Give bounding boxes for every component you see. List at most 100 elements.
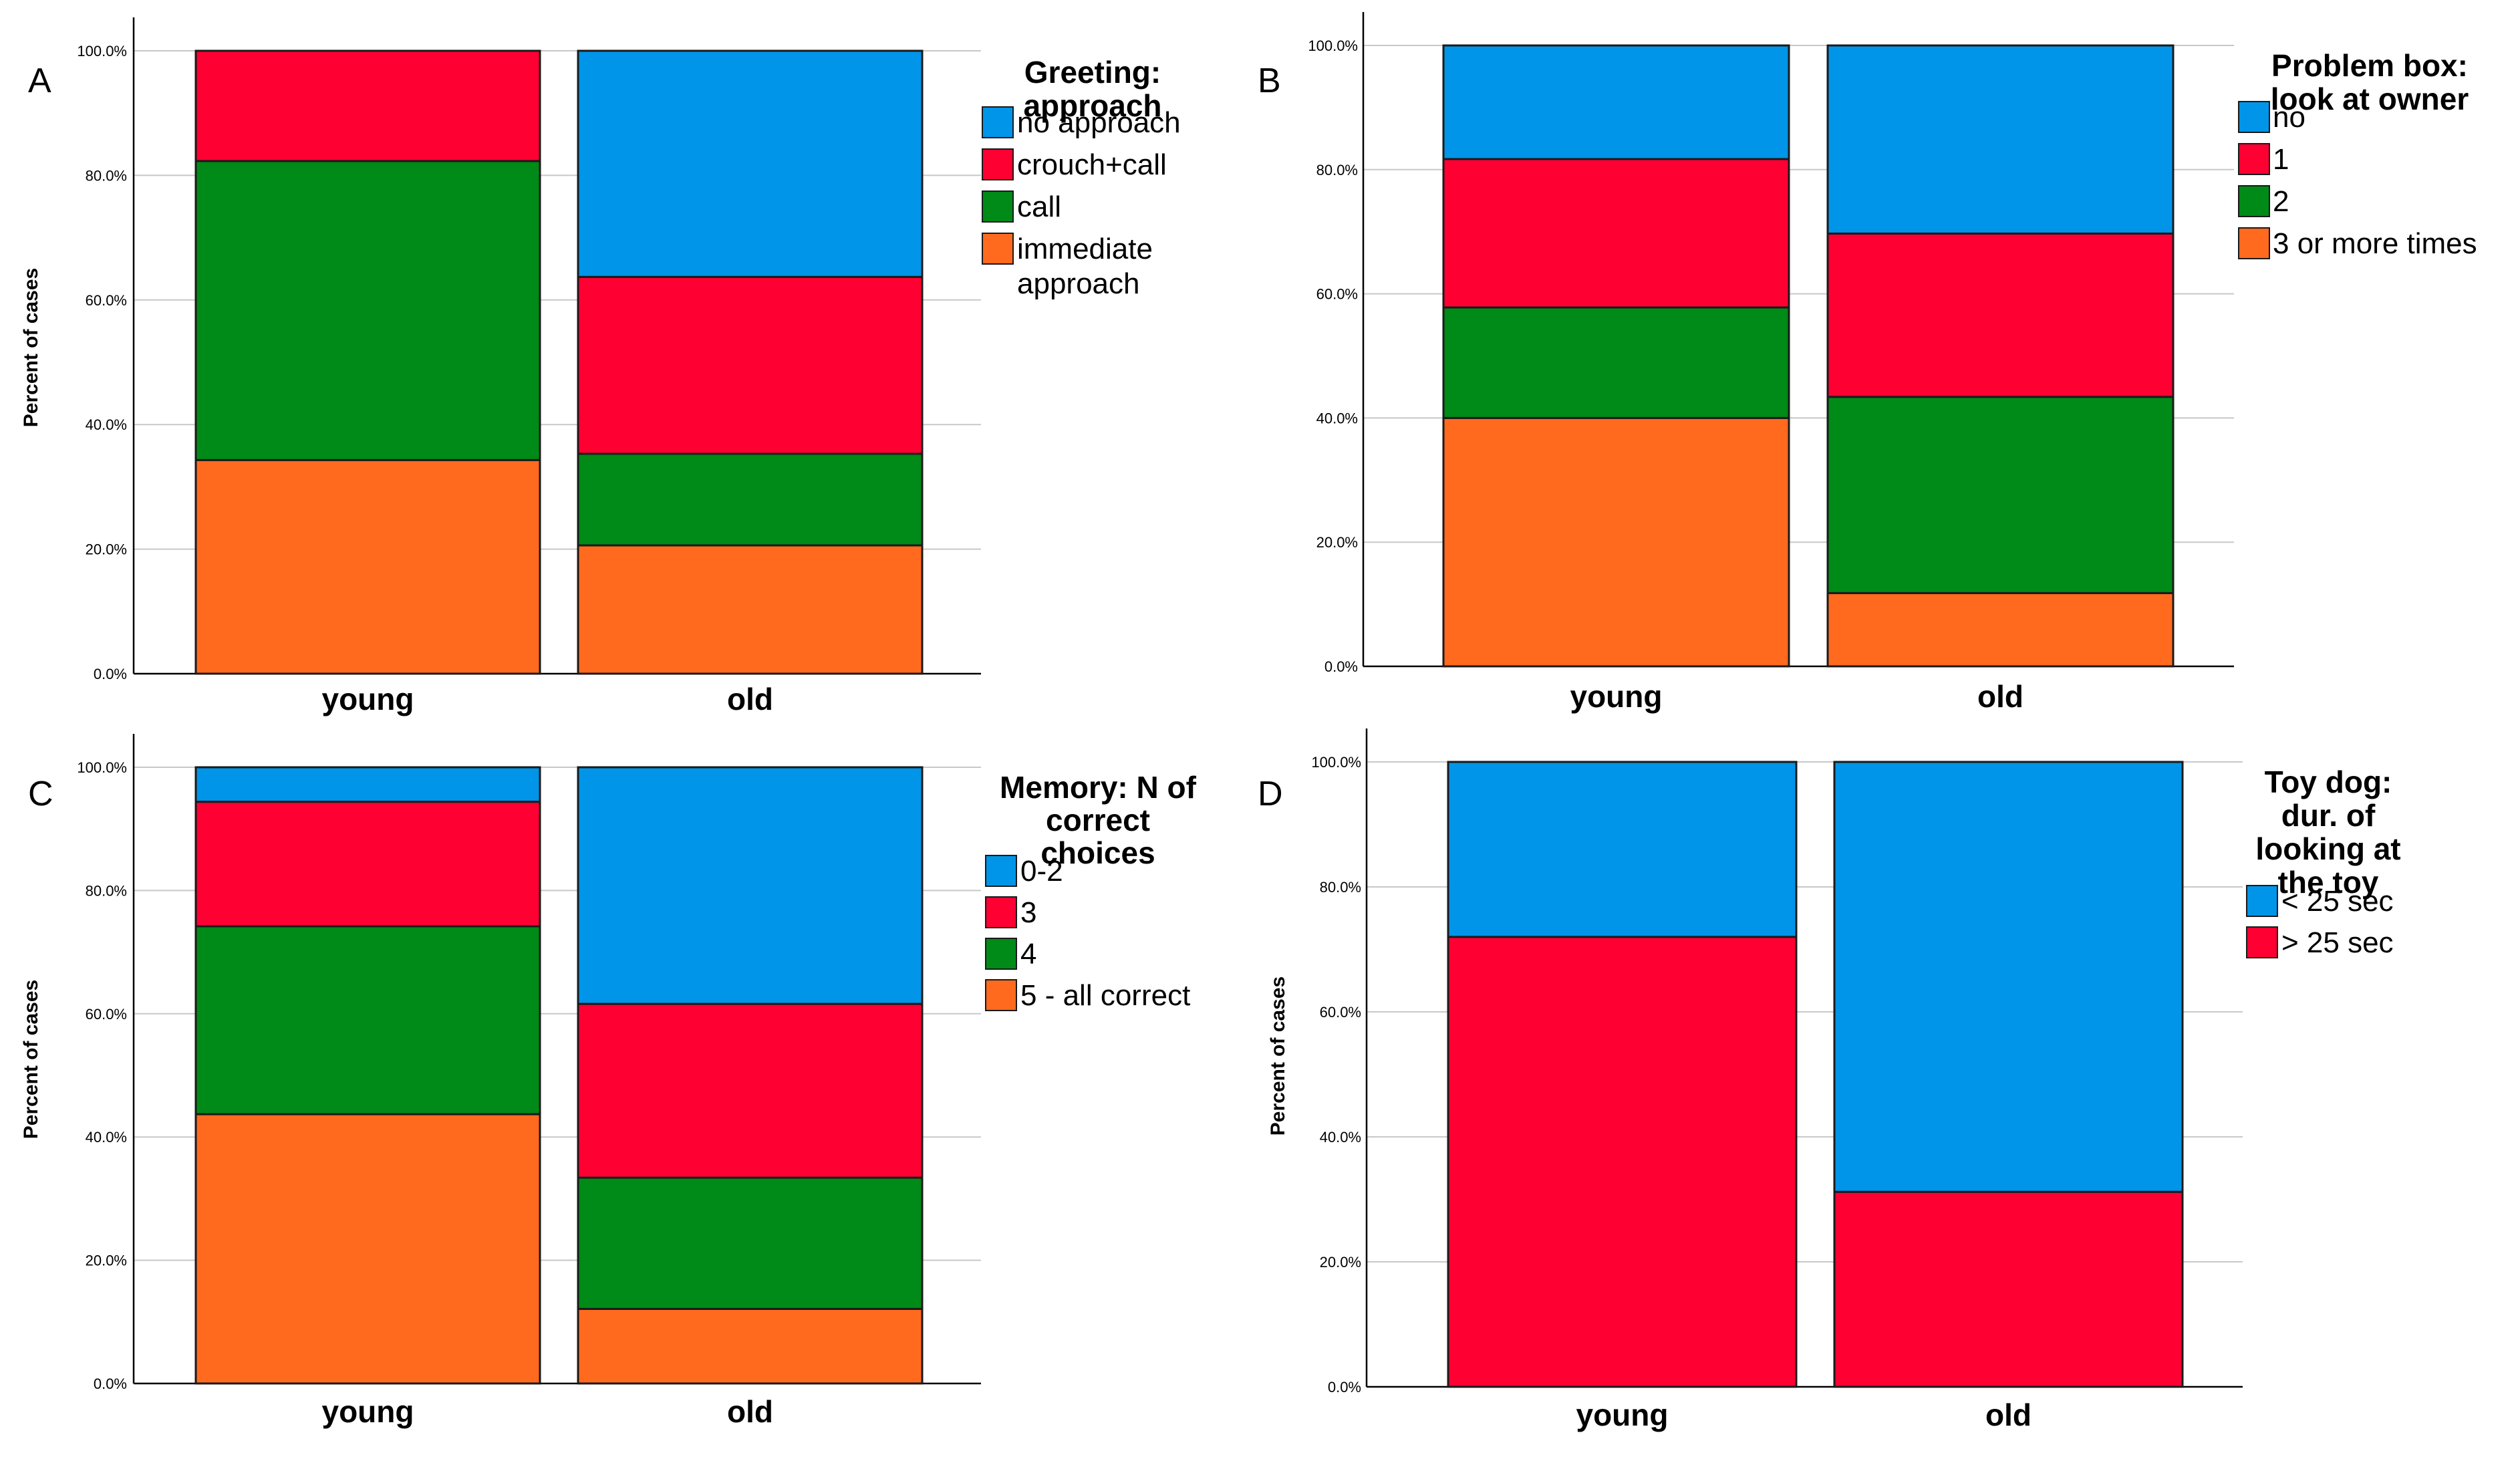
legend-title-line: looking at [2255, 831, 2400, 866]
chart-panel-a: A 0.0% 20.0% 40.0% 60.0% 80.0% 100.0% Percent o… [20, 17, 1181, 716]
legend-swatch [2238, 101, 2270, 133]
y-tick-label: 100.0% [77, 43, 127, 59]
bar-segment-old--25-sec [1833, 761, 2184, 1193]
bar-segment-old-immediate-approach [577, 544, 924, 675]
legend-title-line: dur. of [2281, 798, 2376, 833]
legend-label: 0-2 [1020, 855, 1063, 888]
y-axis-title: Percent of cases [1267, 976, 1289, 1136]
y-tick-label: 60.0% [86, 292, 127, 309]
legend-swatch [2238, 143, 2270, 175]
legend-label: 2 [2273, 185, 2289, 218]
legend-title-line: Greeting: [1024, 55, 1161, 90]
legend-swatch [2238, 227, 2270, 259]
legend-label: no [2273, 101, 2305, 134]
bar-segment-young-call [194, 160, 541, 461]
y-tick-label: 0.0% [94, 666, 127, 682]
y-tick-label: 20.0% [1320, 1254, 1361, 1271]
bar-segment-young-5-all-correct [194, 1113, 541, 1385]
legend-title-line: Toy dog: [2265, 765, 2392, 799]
bar-segment-old-0-2 [577, 766, 924, 1005]
legend-label: 1 [2273, 143, 2289, 176]
y-tick-label: 40.0% [1320, 1129, 1361, 1146]
legend-swatch [985, 896, 1017, 928]
y-tick-label: 20.0% [86, 1252, 127, 1269]
x-category-label: young [322, 682, 414, 716]
bar-segment-old-3 [577, 1003, 924, 1179]
legend-label: call [1017, 190, 1061, 223]
legend-label: 3 [1020, 896, 1036, 929]
chart-panel-d: D 0.0% 20.0% 40.0% 60.0% 80.0% 100.0% Percent o… [1258, 728, 2401, 1432]
bar-segment-old-call [577, 452, 924, 547]
panel-letter: A [28, 61, 51, 100]
legend-title-line: correct [1046, 803, 1150, 837]
y-tick-label: 20.0% [1316, 534, 1358, 551]
chart-panel-c: C 0.0% 20.0% 40.0% 60.0% 80.0% 100.0% Percent o… [20, 734, 1197, 1429]
legend-swatch [2246, 926, 2278, 958]
y-tick-label: 0.0% [94, 1375, 127, 1392]
x-category-label: old [1977, 679, 2023, 714]
y-tick-label: 40.0% [1316, 410, 1358, 426]
bar-segment-old-2 [1826, 396, 2175, 594]
bar-segment-old-no-approach [577, 49, 924, 278]
x-category-label: old [1985, 1398, 2032, 1432]
y-tick-label: 80.0% [1320, 879, 1361, 896]
x-category-label: old [727, 1394, 773, 1429]
legend-swatch [982, 190, 1014, 223]
y-tick-label: 60.0% [1320, 1004, 1361, 1021]
legend-title-line: the toy [2278, 865, 2379, 900]
legend-swatch [985, 979, 1017, 1011]
bar-segment-young--25-sec [1447, 936, 1798, 1388]
y-tick-label: 100.0% [1308, 37, 1358, 54]
legend-label: > 25 sec [2281, 926, 2394, 959]
bar-segment-young-4 [194, 925, 541, 1115]
y-tick-label: 20.0% [86, 541, 127, 558]
y-tick-label: 100.0% [1311, 754, 1361, 771]
bar-segment-young-0-2 [194, 766, 541, 803]
bar-segment-old-5-all-correct [577, 1307, 924, 1385]
panel-letter: C [28, 775, 53, 813]
y-axis-title: Percent of cases [20, 268, 42, 427]
bar-segment-young-1 [1442, 158, 1790, 309]
legend-label: immediate [1017, 233, 1153, 265]
bar-segment-young-2 [1442, 306, 1790, 419]
legend-label: < 25 sec [2281, 885, 2394, 918]
y-axis-title: Percent of cases [20, 980, 42, 1139]
y-tick-label: 80.0% [86, 167, 127, 184]
legend-title-line: look at owner [2271, 82, 2469, 116]
legend-title-line: Problem box: [2271, 48, 2468, 83]
y-tick-label: 60.0% [1316, 286, 1358, 303]
y-tick-label: 40.0% [86, 1129, 127, 1146]
y-tick-label: 100.0% [77, 759, 127, 776]
y-tick-label: 0.0% [1328, 1379, 1361, 1396]
legend-title-line: Memory: N of [1000, 770, 1197, 805]
legend-swatch [982, 106, 1014, 138]
legend-label: 3 or more times [2273, 227, 2477, 260]
panel-letter: D [1258, 775, 1283, 813]
legend-title-line: choices [1040, 835, 1155, 870]
bar-segment-young-3-or-more-times [1442, 416, 1790, 668]
y-tick-label: 80.0% [1316, 162, 1358, 178]
x-category-label: old [727, 682, 773, 716]
panel-letter: B [1258, 61, 1281, 100]
legend-swatch [2238, 185, 2270, 217]
bar-segment-young-3 [194, 801, 541, 928]
bar-segment-young-crouch-call [194, 49, 541, 162]
bar-segment-young--25-sec [1447, 761, 1798, 938]
legend-title-line: approach [1023, 88, 1161, 123]
y-tick-label: 40.0% [86, 416, 127, 433]
chart-panel-b: B 0.0% 20.0% 40.0% 60.0% 80.0% 100.0% young old P… [1258, 12, 2477, 714]
legend-swatch [985, 855, 1017, 887]
legend-label: no approach [1017, 106, 1181, 139]
bar-segment-old-1 [1826, 232, 2175, 398]
bar-segment-old-no [1826, 44, 2175, 235]
legend-swatch [985, 938, 1017, 970]
x-category-label: young [322, 1394, 414, 1429]
bar-segment-old-3-or-more-times [1826, 591, 2175, 668]
bar-segment-young-no [1442, 44, 1790, 160]
legend-label: crouch+call [1017, 148, 1167, 181]
bar-segment-old-crouch-call [577, 275, 924, 455]
legend-label: approach [1017, 267, 1139, 300]
legend-swatch [982, 148, 1014, 180]
legend-swatch [2246, 885, 2278, 917]
